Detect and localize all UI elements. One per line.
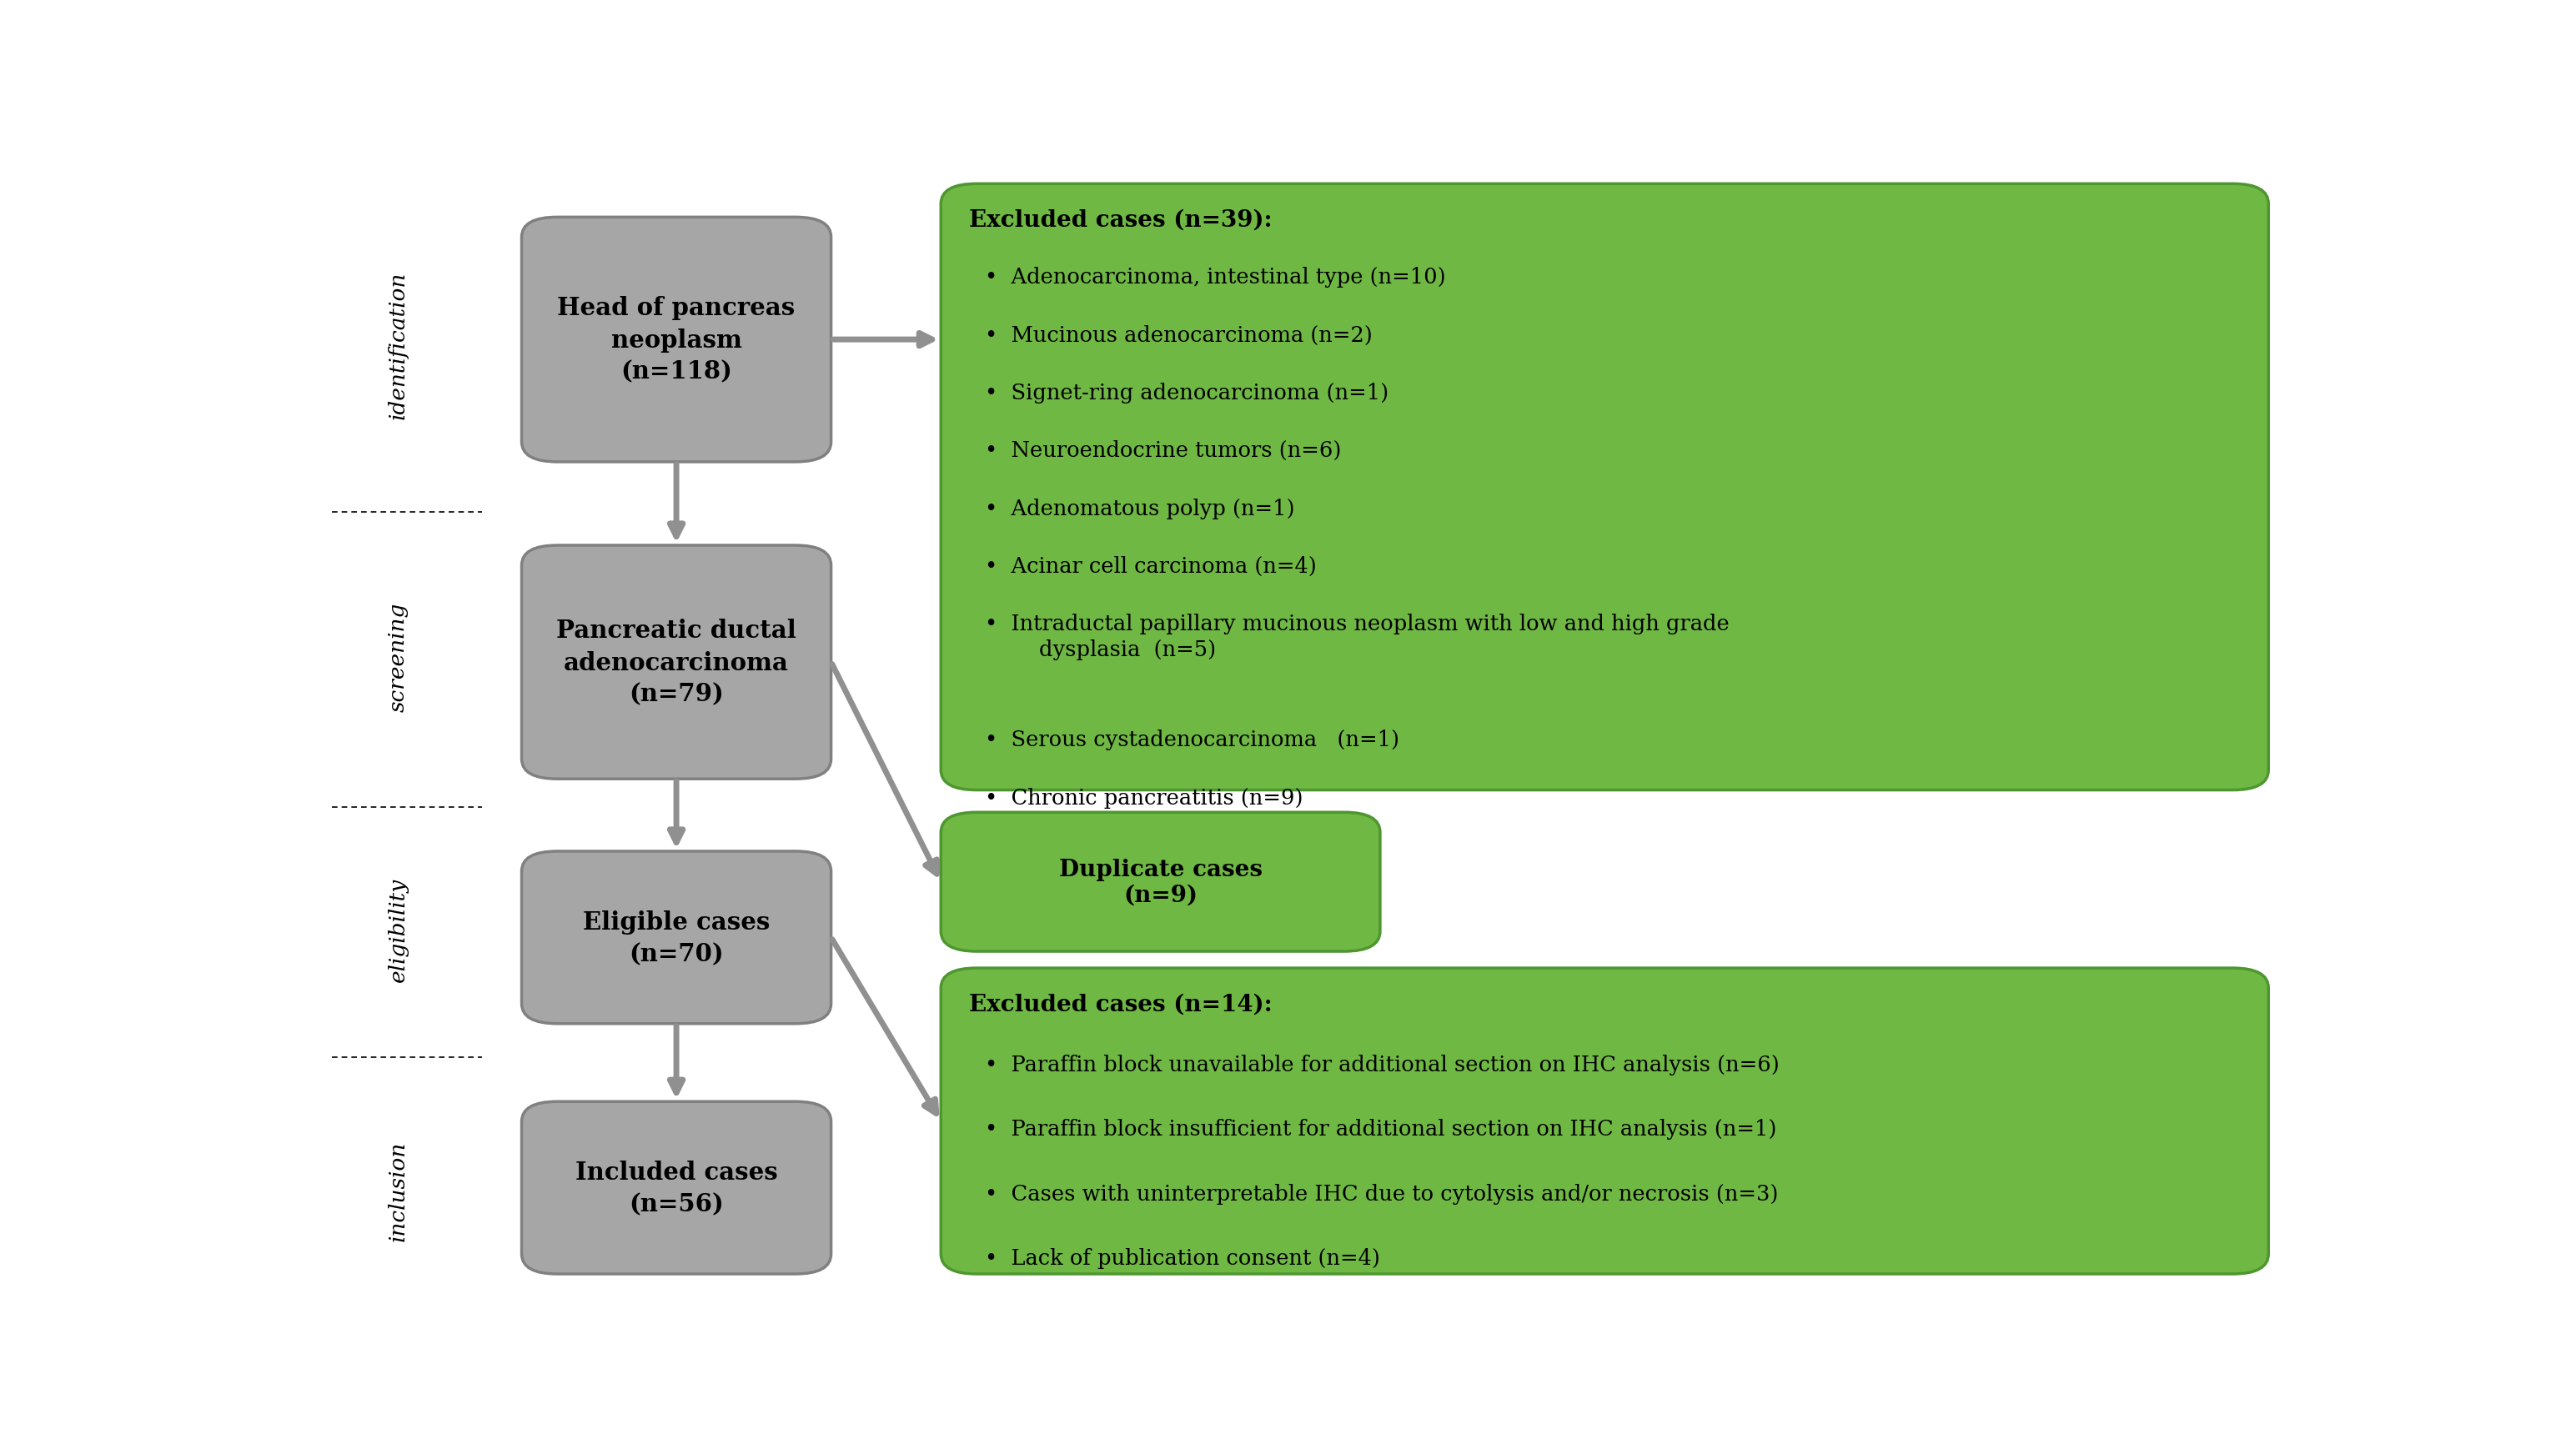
- FancyBboxPatch shape: [940, 969, 2269, 1274]
- Text: Head of pancreas
neoplasm
(n=118): Head of pancreas neoplasm (n=118): [556, 296, 796, 384]
- Text: •  Mucinous adenocarcinoma (n=2): • Mucinous adenocarcinoma (n=2): [984, 325, 1373, 345]
- Text: •  Neuroendocrine tumors (n=6): • Neuroendocrine tumors (n=6): [984, 440, 1342, 461]
- Text: •  Acinar cell carcinoma (n=4): • Acinar cell carcinoma (n=4): [984, 556, 1316, 576]
- FancyBboxPatch shape: [940, 185, 2269, 790]
- FancyBboxPatch shape: [520, 852, 832, 1024]
- Text: •  Signet-ring adenocarcinoma (n=1): • Signet-ring adenocarcinoma (n=1): [984, 383, 1388, 403]
- FancyBboxPatch shape: [940, 813, 1381, 952]
- Text: •  Paraffin block unavailable for additional section on IHC analysis (n=6): • Paraffin block unavailable for additio…: [984, 1054, 1780, 1074]
- Text: inclusion: inclusion: [386, 1141, 407, 1240]
- FancyBboxPatch shape: [520, 218, 832, 462]
- FancyBboxPatch shape: [520, 546, 832, 780]
- Text: •  Adenomatous polyp (n=1): • Adenomatous polyp (n=1): [984, 498, 1296, 518]
- Text: •  Paraffin block insufficient for additional section on IHC analysis (n=1): • Paraffin block insufficient for additi…: [984, 1118, 1777, 1139]
- Text: •  Serous cystadenocarcinoma   (n=1): • Serous cystadenocarcinoma (n=1): [984, 729, 1399, 749]
- FancyBboxPatch shape: [520, 1102, 832, 1274]
- Text: Eligible cases
(n=70): Eligible cases (n=70): [582, 910, 770, 966]
- Text: •  Cases with uninterpretable IHC due to cytolysis and/or necrosis (n=3): • Cases with uninterpretable IHC due to …: [984, 1183, 1777, 1204]
- Text: Excluded cases (n=39):: Excluded cases (n=39):: [969, 209, 1273, 231]
- Text: •  Intraductal papillary mucinous neoplasm with low and high grade
        dyspl: • Intraductal papillary mucinous neoplas…: [984, 614, 1728, 660]
- Text: •  Adenocarcinoma, intestinal type (n=10): • Adenocarcinoma, intestinal type (n=10): [984, 267, 1445, 287]
- Text: •  Chronic pancreatitis (n=9): • Chronic pancreatitis (n=9): [984, 787, 1303, 807]
- Text: Included cases
(n=56): Included cases (n=56): [574, 1160, 778, 1216]
- Text: Pancreatic ductal
adenocarcinoma
(n=79): Pancreatic ductal adenocarcinoma (n=79): [556, 618, 796, 706]
- Text: screening: screening: [386, 602, 407, 712]
- Text: identification: identification: [386, 271, 407, 420]
- Text: Excluded cases (n=14):: Excluded cases (n=14):: [969, 992, 1273, 1015]
- Text: •  Lack of publication consent (n=4): • Lack of publication consent (n=4): [984, 1248, 1381, 1268]
- Text: eligibility: eligibility: [386, 877, 407, 982]
- Text: Duplicate cases
(n=9): Duplicate cases (n=9): [1059, 858, 1262, 907]
